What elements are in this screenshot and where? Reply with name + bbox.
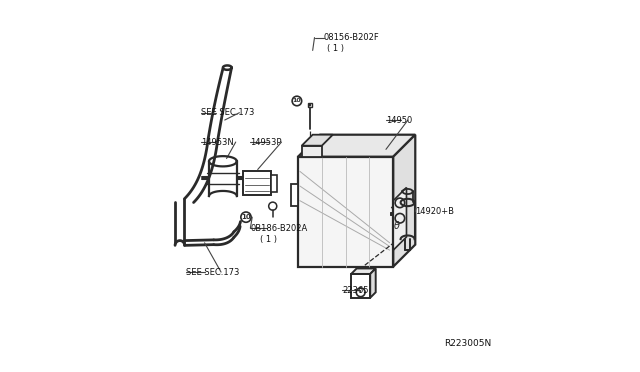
Text: ( 1 ): ( 1 ) [260, 235, 276, 244]
Text: 0B186-B202A: 0B186-B202A [250, 224, 308, 232]
FancyBboxPatch shape [351, 274, 370, 298]
Polygon shape [394, 187, 406, 250]
Text: 22365: 22365 [342, 286, 369, 295]
Polygon shape [298, 135, 415, 157]
Polygon shape [370, 269, 376, 298]
Text: 10: 10 [241, 214, 251, 220]
Text: 14953N: 14953N [201, 138, 234, 147]
Polygon shape [271, 175, 277, 192]
Circle shape [308, 103, 311, 106]
FancyBboxPatch shape [301, 146, 322, 157]
Polygon shape [394, 135, 415, 267]
Text: R223005N: R223005N [445, 339, 492, 348]
Polygon shape [301, 135, 333, 146]
Text: SEE SEC.173: SEE SEC.173 [201, 108, 254, 117]
Text: 08156-B202F: 08156-B202F [324, 33, 380, 42]
Text: $\theta$: $\theta$ [393, 219, 401, 231]
Text: 14953P: 14953P [250, 138, 282, 147]
Text: 14920+B: 14920+B [415, 207, 454, 216]
FancyBboxPatch shape [298, 157, 394, 267]
Polygon shape [351, 269, 376, 274]
Text: 10: 10 [292, 99, 301, 103]
FancyBboxPatch shape [243, 171, 271, 195]
Text: ( 1 ): ( 1 ) [327, 44, 344, 53]
Text: SEE SEC.173: SEE SEC.173 [186, 267, 239, 277]
Polygon shape [291, 184, 298, 206]
Text: 14950: 14950 [386, 116, 412, 125]
FancyBboxPatch shape [308, 103, 312, 107]
